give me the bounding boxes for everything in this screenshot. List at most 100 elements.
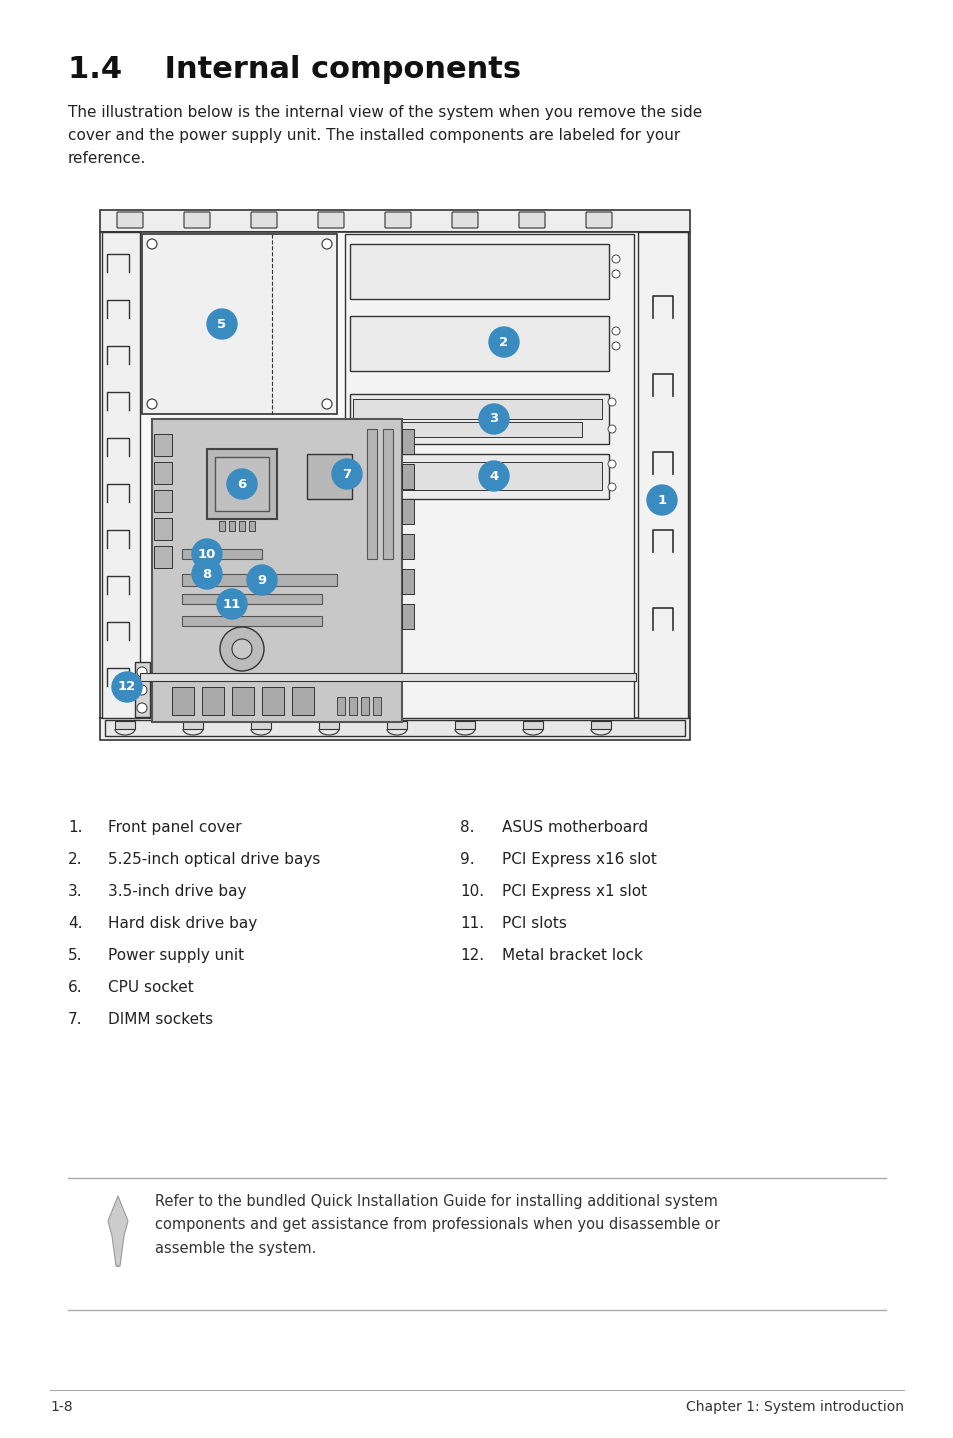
Bar [353, 398, 601, 418]
Bar [239, 521, 245, 531]
Text: 5.25-inch optical drive bays: 5.25-inch optical drive bays [108, 851, 320, 867]
Bar [345, 234, 634, 718]
Bar [350, 394, 608, 444]
Bar [350, 454, 608, 499]
Circle shape [147, 239, 157, 249]
Circle shape [322, 239, 332, 249]
Circle shape [192, 559, 222, 590]
Bar [183, 720, 203, 729]
Circle shape [137, 684, 147, 695]
Bar [102, 232, 140, 718]
Bar [387, 720, 407, 729]
Bar [153, 546, 172, 568]
Text: 2: 2 [499, 335, 508, 348]
Text: 6.: 6. [68, 981, 83, 995]
Text: Power supply unit: Power supply unit [108, 948, 244, 963]
Polygon shape [108, 1196, 128, 1265]
Circle shape [478, 462, 509, 490]
Bar [219, 521, 225, 531]
Bar [100, 718, 689, 741]
Bar [214, 457, 269, 510]
Text: CPU socket: CPU socket [108, 981, 193, 995]
Text: PCI slots: PCI slots [501, 916, 566, 930]
Circle shape [332, 459, 361, 489]
Text: 3.: 3. [68, 884, 83, 899]
Bar [115, 720, 135, 729]
Bar [100, 232, 689, 718]
Text: PCI Express x16 slot: PCI Express x16 slot [501, 851, 657, 867]
Bar [142, 234, 336, 414]
Text: 7: 7 [342, 467, 352, 480]
Circle shape [216, 590, 247, 618]
Bar [401, 429, 414, 454]
FancyBboxPatch shape [585, 211, 612, 229]
Bar [251, 720, 271, 729]
Text: Hard disk drive bay: Hard disk drive bay [108, 916, 257, 930]
Bar [100, 210, 689, 232]
Circle shape [227, 469, 256, 499]
Bar [318, 720, 338, 729]
Text: 5: 5 [217, 318, 226, 331]
Circle shape [612, 342, 619, 349]
Text: 11.: 11. [459, 916, 483, 930]
Circle shape [322, 398, 332, 408]
Circle shape [247, 565, 276, 595]
Bar [367, 429, 376, 559]
Text: 2.: 2. [68, 851, 82, 867]
Bar [401, 499, 414, 523]
Bar [455, 720, 475, 729]
Text: ASUS motherboard: ASUS motherboard [501, 820, 647, 835]
Bar [401, 604, 414, 628]
Bar [153, 518, 172, 541]
Circle shape [137, 667, 147, 677]
Text: 5.: 5. [68, 948, 82, 963]
Bar [229, 521, 234, 531]
Text: 12: 12 [118, 680, 136, 693]
FancyBboxPatch shape [251, 211, 276, 229]
FancyBboxPatch shape [317, 211, 344, 229]
Bar [638, 232, 687, 718]
Text: 4: 4 [489, 469, 498, 483]
Circle shape [147, 398, 157, 408]
Text: 8: 8 [202, 568, 212, 581]
Text: PCI Express x1 slot: PCI Express x1 slot [501, 884, 646, 899]
FancyBboxPatch shape [184, 211, 210, 229]
Circle shape [607, 483, 616, 490]
Circle shape [478, 404, 509, 434]
Bar [349, 697, 356, 715]
Text: 9.: 9. [459, 851, 475, 867]
Bar [105, 720, 684, 736]
Text: 10.: 10. [459, 884, 483, 899]
FancyBboxPatch shape [518, 211, 544, 229]
Text: The illustration below is the internal view of the system when you remove the si: The illustration below is the internal v… [68, 105, 701, 165]
Bar [353, 462, 601, 490]
Circle shape [607, 460, 616, 467]
Bar [182, 549, 262, 559]
Text: 8.: 8. [459, 820, 474, 835]
Circle shape [607, 398, 616, 406]
Bar [522, 720, 542, 729]
Bar [152, 418, 401, 722]
Text: 4.: 4. [68, 916, 82, 930]
Circle shape [112, 672, 142, 702]
Bar [153, 434, 172, 456]
Bar [232, 687, 253, 715]
Text: 9: 9 [257, 574, 266, 587]
Bar [401, 464, 414, 489]
Bar [153, 490, 172, 512]
Text: 1.: 1. [68, 820, 82, 835]
Bar [350, 244, 608, 299]
Bar [292, 687, 314, 715]
Text: 1.4    Internal components: 1.4 Internal components [68, 55, 520, 83]
Circle shape [207, 309, 236, 339]
Bar [249, 521, 254, 531]
Bar [382, 429, 393, 559]
Text: Chapter 1: System introduction: Chapter 1: System introduction [685, 1401, 903, 1414]
Bar [140, 673, 636, 682]
Bar [182, 574, 336, 587]
Circle shape [137, 703, 147, 713]
Text: Refer to the bundled Quick Installation Guide for installing additional system
c: Refer to the bundled Quick Installation … [154, 1194, 720, 1255]
Text: DIMM sockets: DIMM sockets [108, 1012, 213, 1027]
Bar [350, 316, 608, 371]
Text: 7.: 7. [68, 1012, 82, 1027]
